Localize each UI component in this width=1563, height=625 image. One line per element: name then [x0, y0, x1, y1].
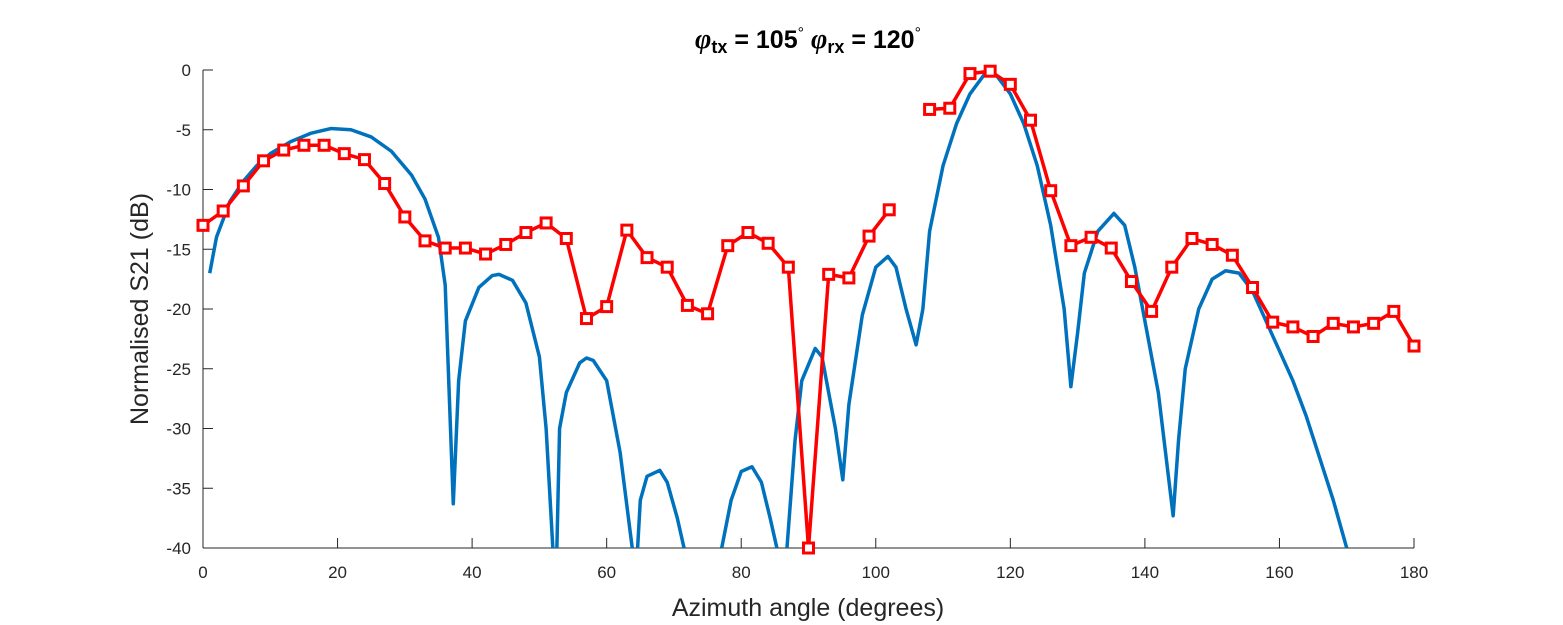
data-point	[741, 226, 755, 240]
data-point	[600, 300, 614, 314]
data-point	[519, 226, 533, 240]
title-part: φ	[695, 24, 711, 55]
data-point	[539, 216, 553, 230]
data-point	[963, 67, 977, 81]
title-part: tx	[711, 37, 727, 57]
x-tick-label: 60	[597, 563, 616, 582]
data-point	[357, 153, 371, 167]
data-point	[680, 298, 694, 312]
y-tick-label: -30	[166, 420, 191, 439]
title-part: rx	[827, 37, 844, 57]
title-part	[804, 26, 811, 54]
data-point	[438, 241, 452, 255]
x-tick-label: 40	[463, 563, 482, 582]
title-part: °	[915, 25, 921, 42]
data-point	[1306, 329, 1320, 343]
title-part: °	[798, 25, 804, 42]
data-point	[1225, 248, 1239, 262]
data-point	[620, 223, 634, 237]
data-point	[559, 231, 573, 245]
data-point	[1266, 315, 1280, 329]
data-point	[216, 204, 230, 218]
markers	[196, 64, 1421, 555]
data-point	[640, 251, 654, 265]
data-point	[1165, 260, 1179, 274]
x-tick-label: 120	[996, 563, 1024, 582]
y-tick-label: 0	[182, 61, 191, 80]
y-tick-label: -15	[166, 240, 191, 259]
data-point	[983, 64, 997, 78]
y-tick-label: -5	[176, 121, 191, 140]
data-point	[1407, 339, 1421, 353]
data-point	[236, 179, 250, 193]
plot-area	[203, 70, 1414, 548]
series-line	[208, 70, 1349, 548]
data-point	[761, 236, 775, 250]
x-tick-label: 0	[198, 563, 207, 582]
y-tick-label: -25	[166, 360, 191, 379]
data-point	[822, 267, 836, 281]
x-tick-label: 20	[328, 563, 347, 582]
series-line	[203, 70, 1414, 548]
data-point	[1084, 230, 1098, 244]
data-point	[277, 143, 291, 157]
data-point	[1185, 231, 1199, 245]
data-point	[499, 237, 513, 251]
x-tick-label: 100	[862, 563, 890, 582]
data-point	[1346, 320, 1360, 334]
y-tick-label: -40	[166, 539, 191, 558]
data-point	[1124, 275, 1138, 289]
data-point	[923, 102, 937, 116]
y-tick-label: -35	[166, 479, 191, 498]
data-point	[458, 241, 472, 255]
data-point	[1367, 316, 1381, 330]
data-point	[1064, 239, 1078, 253]
data-point	[317, 138, 331, 152]
data-point	[479, 247, 493, 261]
data-point	[418, 234, 432, 248]
x-tick-label: 140	[1131, 563, 1159, 582]
data-point	[398, 210, 412, 224]
x-tick-label: 180	[1400, 563, 1428, 582]
data-point	[257, 154, 271, 168]
data-point	[660, 260, 674, 274]
data-point	[297, 138, 311, 152]
data-point	[378, 177, 392, 191]
data-point	[1003, 77, 1017, 91]
data-point	[1104, 241, 1118, 255]
data-point	[1246, 280, 1260, 294]
data-point	[1145, 304, 1159, 318]
data-point	[781, 260, 795, 274]
data-point	[802, 541, 815, 555]
y-tick-label: -20	[166, 300, 191, 319]
axes: -40 -35 -30 -25 -20 -15 -10 -5 0 0 20 40 60 80 100 120 1…	[166, 61, 1428, 582]
title-part: = 120	[844, 26, 914, 54]
data-point	[337, 147, 351, 161]
data-point	[1286, 320, 1300, 334]
x-tick-label: 160	[1265, 563, 1293, 582]
x-tick-label: 80	[732, 563, 751, 582]
data-point	[721, 239, 735, 253]
x-axis-label: Azimuth angle (degrees)	[672, 594, 944, 622]
data-point	[1387, 304, 1401, 318]
data-point	[862, 229, 876, 243]
data-point	[1024, 113, 1038, 127]
data-point	[1044, 184, 1058, 198]
data-point	[701, 307, 715, 321]
data-point	[842, 271, 856, 285]
data-point	[882, 203, 896, 217]
chart-title: φtx = 105° φrx = 120°	[695, 24, 921, 57]
title-part: φ	[811, 24, 827, 55]
data-point	[196, 218, 210, 232]
data-point	[579, 312, 593, 326]
y-tick-label: -10	[166, 181, 191, 200]
data-point	[1205, 237, 1219, 251]
title-part: = 105	[727, 26, 797, 54]
data-point	[1326, 316, 1340, 330]
data-point	[943, 101, 957, 115]
y-axis-label: Normalised S21 (dB)	[126, 193, 154, 425]
